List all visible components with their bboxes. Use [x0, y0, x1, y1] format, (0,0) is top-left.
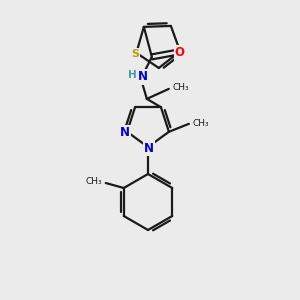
Text: CH₃: CH₃	[173, 83, 190, 92]
Text: N: N	[138, 70, 148, 83]
Text: CH₃: CH₃	[85, 178, 102, 187]
Text: H: H	[128, 70, 137, 80]
Text: N: N	[120, 126, 130, 139]
Text: S: S	[131, 49, 140, 59]
Text: N: N	[144, 142, 154, 154]
Text: O: O	[175, 46, 185, 59]
Text: CH₃: CH₃	[193, 119, 209, 128]
